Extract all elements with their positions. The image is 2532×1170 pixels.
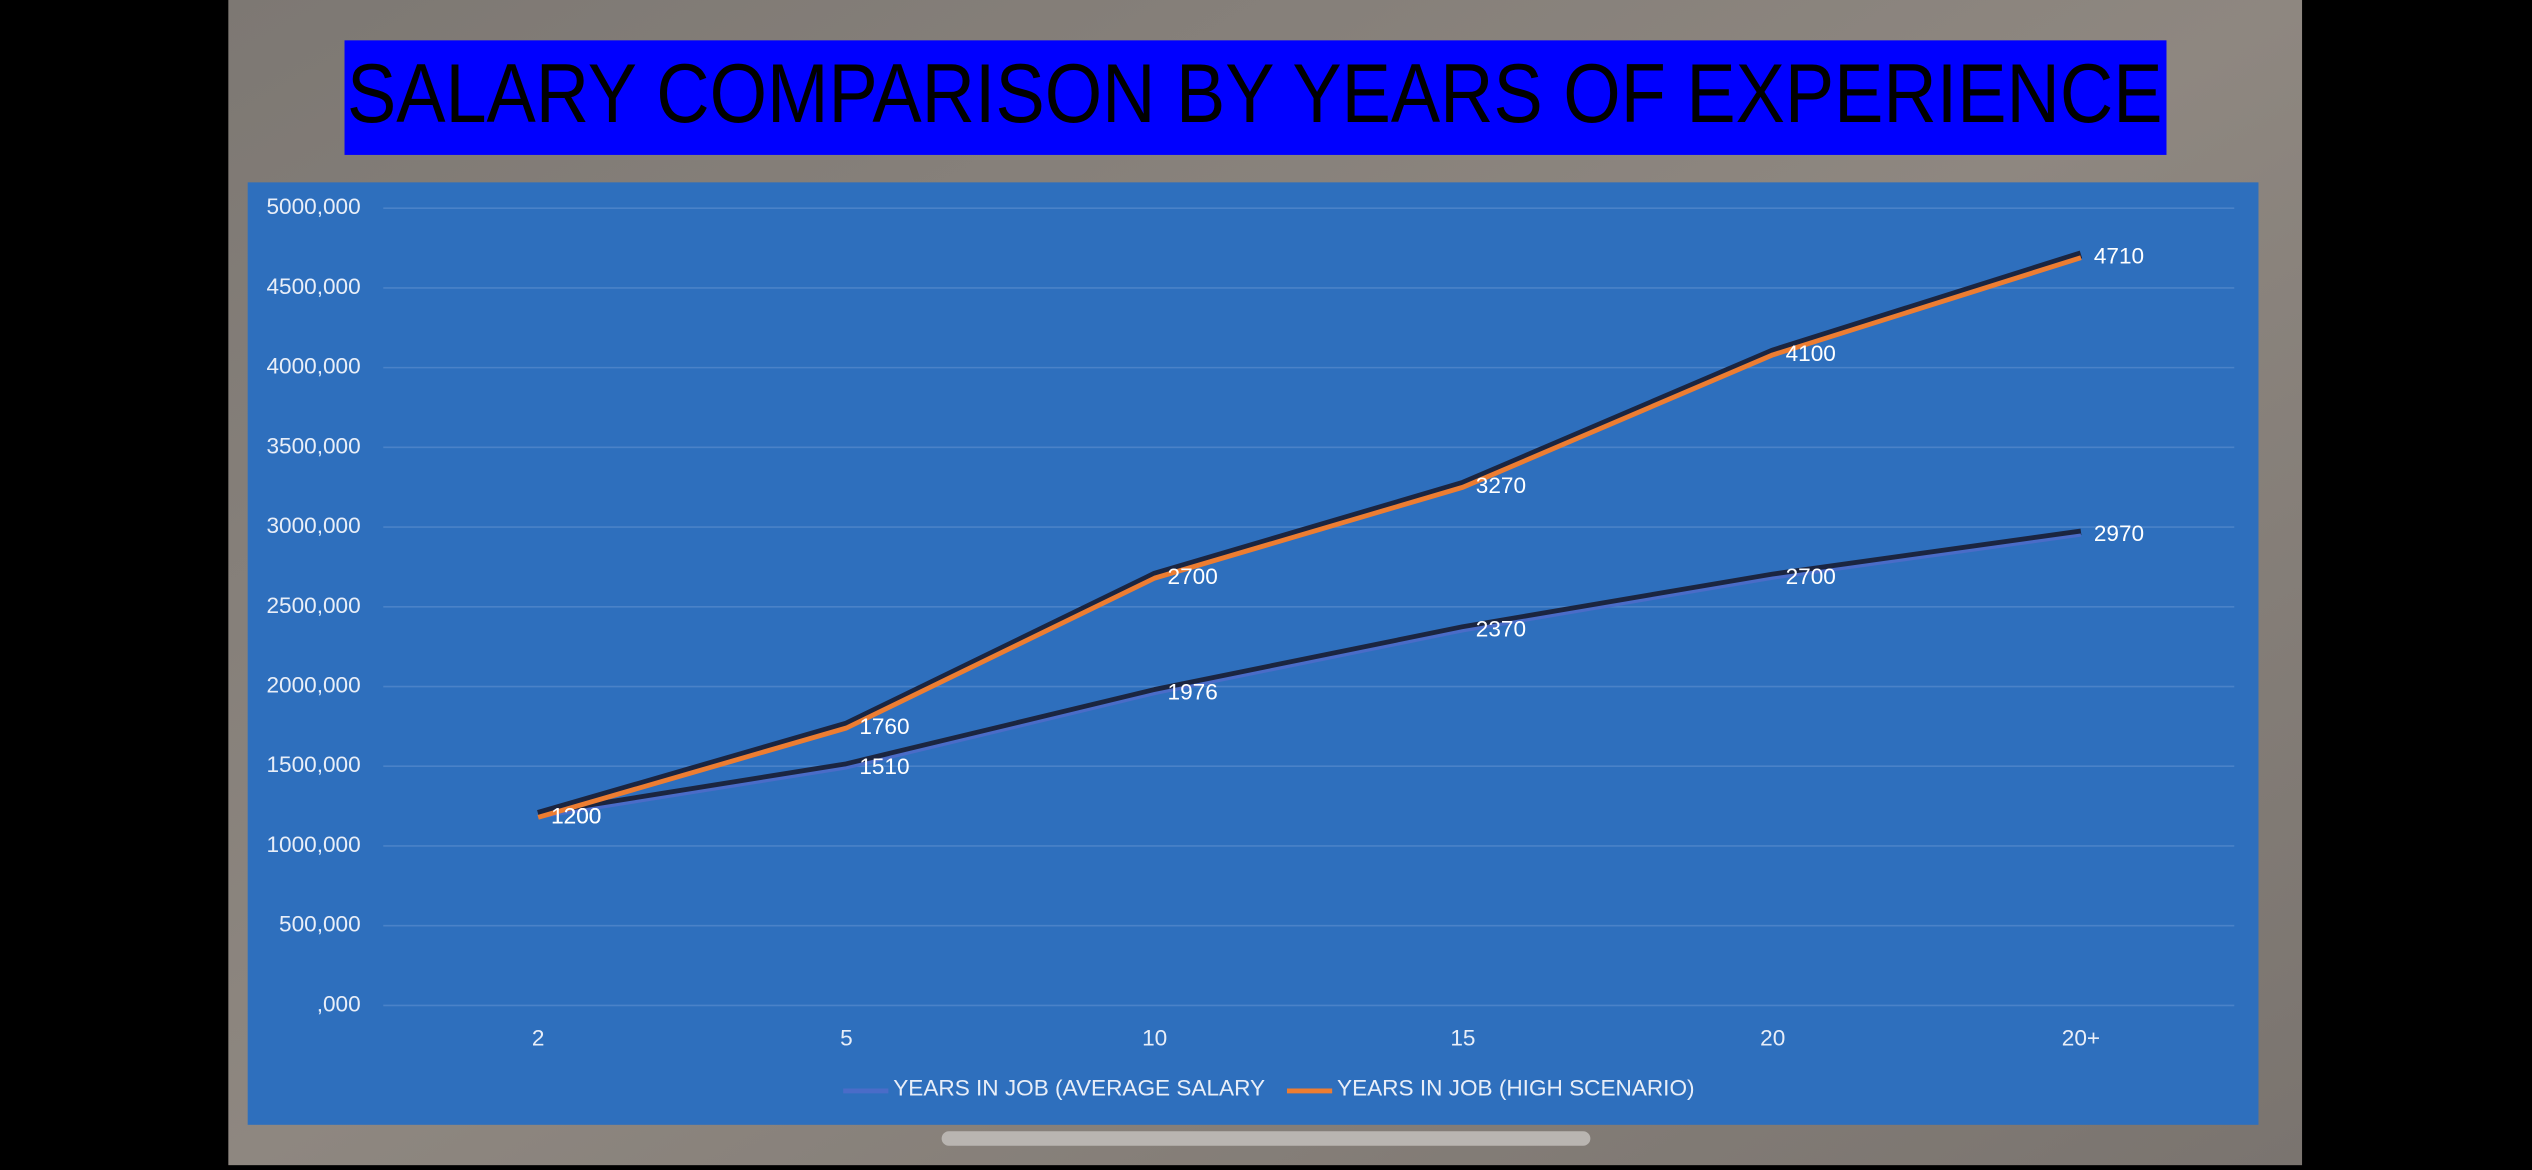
line xyxy=(537,255,2082,820)
data-label: 4100 xyxy=(1786,341,1836,366)
data-label: 2700 xyxy=(1786,564,1836,589)
y-tick-label: 2500,000 xyxy=(266,593,360,618)
y-tick-label: ,000 xyxy=(317,991,361,1016)
chart-area xyxy=(247,182,2259,1125)
line xyxy=(537,533,2082,819)
data-label: 1760 xyxy=(859,714,909,739)
x-tick-label: 10 xyxy=(1142,1025,1167,1050)
x-tick-label: 20+ xyxy=(2062,1025,2100,1050)
y-tick-label: 500,000 xyxy=(279,912,361,937)
scroll-bar[interactable] xyxy=(941,1131,1591,1146)
plot: ,000 500,000 1000,000 1500,000 2000,000 2500,… xyxy=(266,194,2235,1100)
x-tick-label: 20 xyxy=(1760,1025,1785,1050)
y-tick-label: 1000,000 xyxy=(266,832,360,857)
x-tick-label: 15 xyxy=(1450,1025,1475,1050)
title-box xyxy=(344,40,2167,155)
y-tick-label: 4000,000 xyxy=(266,354,360,379)
legend-label: YEARS IN JOB (AVERAGE SALARY xyxy=(893,1075,1265,1100)
x-tick-label: 2 xyxy=(532,1025,545,1050)
data-label: 2970 xyxy=(2094,521,2144,546)
data-label: 1976 xyxy=(1168,680,1218,705)
line-outline xyxy=(537,528,2082,818)
data-label: 4710 xyxy=(2094,244,2144,269)
chart-title: SALARY COMPARISON BY YEARS OF EXPERIENCE xyxy=(347,46,2163,140)
data-label: 1200 xyxy=(551,803,601,828)
y-tick-label: 4500,000 xyxy=(266,274,360,299)
data-label: 1510 xyxy=(859,754,909,779)
x-tick-label: 5 xyxy=(840,1025,853,1050)
y-tick-label: 5000,000 xyxy=(266,194,360,219)
legend-label: YEARS IN JOB (HIGH SCENARIO) xyxy=(1337,1075,1695,1100)
y-tick-label: 3500,000 xyxy=(266,433,360,458)
y-tick-label: 1500,000 xyxy=(266,752,360,777)
y-tick-label: 3000,000 xyxy=(266,513,360,538)
y-tick-label: 2000,000 xyxy=(266,672,360,697)
data-label: 2370 xyxy=(1476,617,1526,642)
data-label: 3270 xyxy=(1476,473,1526,498)
data-label: 2700 xyxy=(1168,564,1218,589)
line-outline xyxy=(537,250,2083,818)
